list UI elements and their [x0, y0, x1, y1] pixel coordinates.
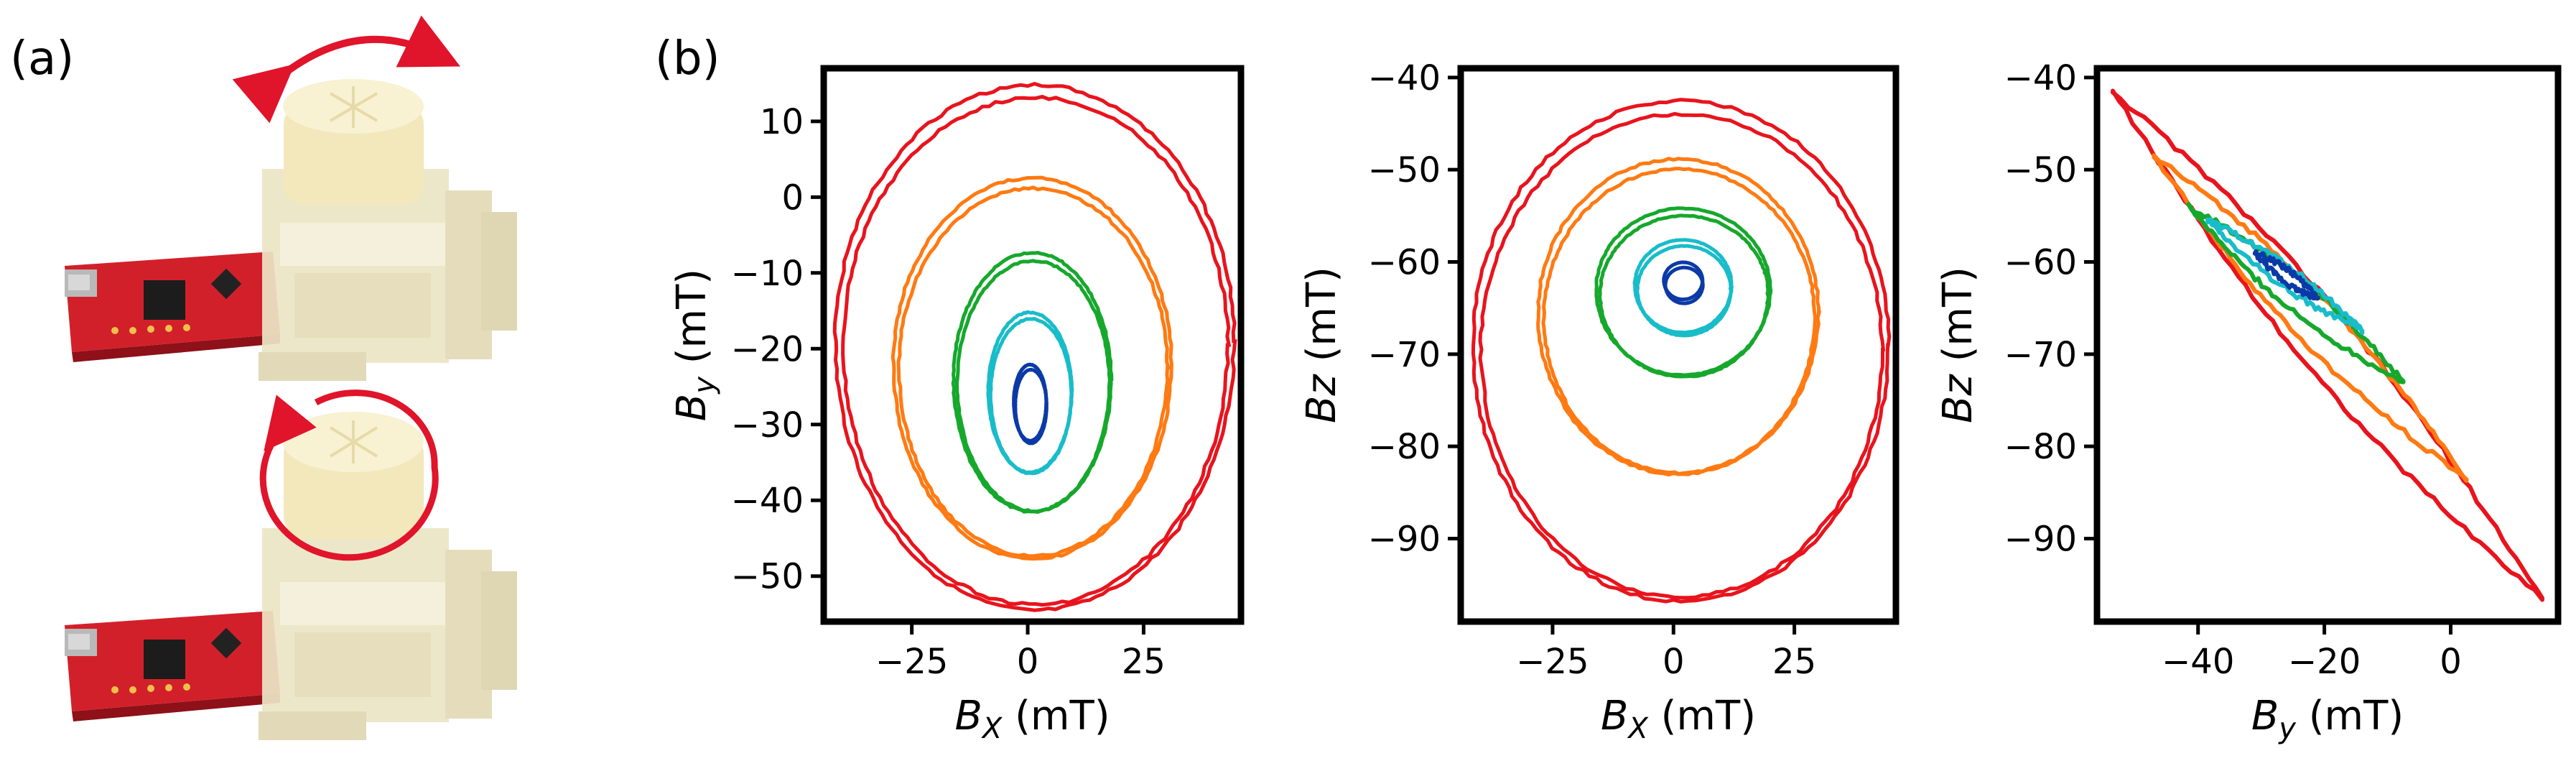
series-orange-loop-2	[1541, 166, 1818, 476]
y-tick-label: −90	[1368, 520, 1441, 560]
x-tick-label: −25	[1516, 642, 1589, 682]
y-tick-label: −40	[731, 481, 804, 521]
y-tick-label: −50	[731, 557, 804, 597]
series-red-loop-1	[1471, 98, 1892, 604]
series-red-trace-1	[2111, 90, 2544, 601]
plot-frame	[2093, 65, 2562, 625]
y-axis-label: Bz (mT)	[1298, 267, 1345, 423]
x-tick-label: 0	[1663, 642, 1685, 682]
series-blue-loop-2	[1663, 265, 1705, 305]
y-tick-label: −30	[731, 405, 804, 446]
y-tick-label: −50	[2004, 150, 2077, 190]
series-cyan-loop-1	[1632, 238, 1734, 335]
chart-3: −40 −20 0 −40 −50 −60 −70 −80 −90 By (mT) Bz (mT)	[1935, 58, 2562, 745]
y-tick-label: 0	[781, 177, 804, 218]
series-green-loop-2	[1597, 213, 1771, 379]
housing	[259, 528, 517, 740]
series-red-loop-2	[841, 94, 1232, 607]
x-tick-label: 0	[2440, 642, 2462, 682]
series-cyan-loop-2	[1635, 244, 1734, 338]
series-red-loop-1	[832, 81, 1237, 612]
rotate-circle-icon	[259, 389, 439, 561]
series-cyan-trace-2	[2205, 217, 2365, 333]
y-tick-label: −50	[1368, 150, 1441, 190]
series-orange-loop-2	[896, 185, 1171, 558]
x-axis-label: BX (mT)	[954, 693, 1110, 745]
y-tick-label: −70	[2004, 335, 2077, 375]
knob	[283, 412, 424, 539]
series-orange-trace-1	[2152, 153, 2469, 483]
pcb-board	[65, 252, 280, 362]
series-blue-trace-1	[2252, 249, 2320, 301]
device-photo-bottom	[65, 389, 517, 740]
x-tick-label: −25	[875, 642, 948, 682]
series-orange-loop-1	[891, 175, 1173, 561]
y-axis-label: By (mT)	[669, 269, 721, 421]
device-photos	[65, 15, 517, 740]
series-blue-loop-2	[1013, 367, 1048, 446]
series-red-loop-2	[1478, 111, 1886, 600]
panel-label-a: (a)	[10, 32, 75, 86]
series-cyan-loop-2	[988, 317, 1074, 476]
y-axis-label: Bz (mT)	[1935, 267, 1981, 423]
series-orange-trace-2	[2152, 154, 2469, 482]
x-axis-label: BX (mT)	[1601, 693, 1756, 745]
plot-frame	[1457, 65, 1900, 625]
series-red-trace-2	[2111, 88, 2544, 602]
rotate-arrow-icon	[232, 15, 460, 124]
device-photo-top	[65, 15, 517, 381]
y-tick-label: −40	[1368, 58, 1441, 98]
y-tick-label: −80	[1368, 427, 1441, 467]
y-tick-label: −60	[1368, 243, 1441, 283]
y-tick-label: 10	[760, 102, 804, 142]
series-blue-trace-2	[2252, 249, 2320, 301]
x-tick-label: 25	[1772, 642, 1816, 682]
x-tick-label: −20	[2288, 642, 2361, 682]
pcb-board	[65, 611, 280, 721]
chart-2: −25 0 25 −40 −50 −60 −70 −80 −90 BX (mT) Bz (mT)	[1298, 58, 1900, 745]
series-blue-loop-1	[1662, 260, 1705, 302]
chart-1: −25 0 25 10 0 −10 −20 −30 −40 −50 BX (mT) By (mT)	[669, 65, 1245, 745]
plot-frame	[820, 65, 1245, 625]
y-tick-label: −70	[1368, 335, 1441, 375]
y-tick-label: −10	[731, 254, 804, 294]
y-tick-label: −90	[2004, 520, 2077, 560]
x-tick-label: −40	[2162, 642, 2234, 682]
y-tick-label: −80	[2004, 427, 2077, 467]
x-axis-label: By (mT)	[2251, 693, 2404, 745]
y-tick-label: −40	[2004, 58, 2077, 98]
x-tick-label: 25	[1122, 642, 1166, 682]
panel-label-b: (b)	[655, 32, 720, 86]
y-tick-label: −60	[2004, 243, 2077, 283]
y-tick-label: −20	[731, 329, 804, 369]
series-green-trace-2	[2186, 202, 2406, 384]
x-tick-label: 0	[1017, 642, 1039, 682]
series-green-loop-2	[954, 259, 1112, 514]
